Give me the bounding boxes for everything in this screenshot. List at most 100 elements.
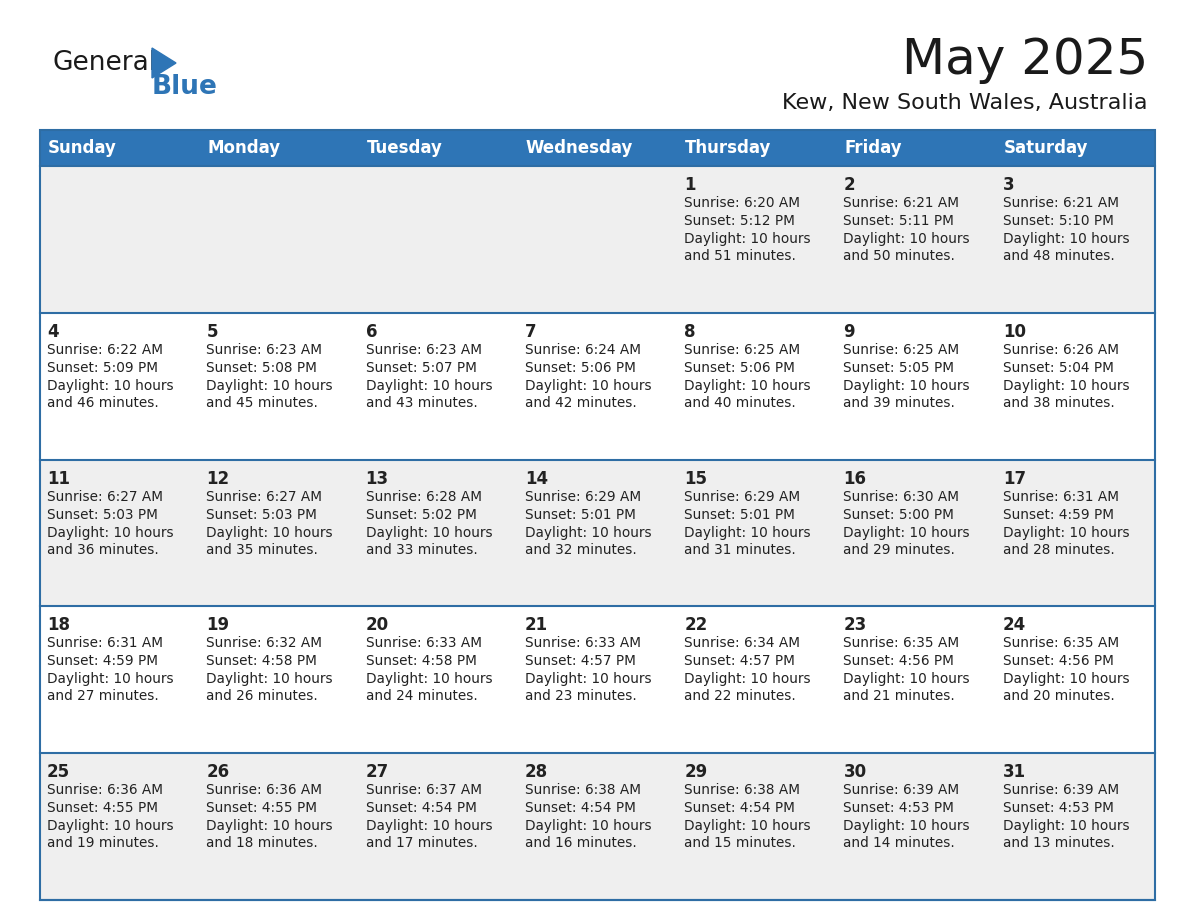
Text: Sunrise: 6:23 AM: Sunrise: 6:23 AM — [366, 342, 481, 357]
Text: and 45 minutes.: and 45 minutes. — [207, 396, 318, 409]
Text: and 29 minutes.: and 29 minutes. — [843, 543, 955, 556]
Text: Daylight: 10 hours: Daylight: 10 hours — [525, 379, 651, 393]
Text: Sunrise: 6:26 AM: Sunrise: 6:26 AM — [1003, 342, 1119, 357]
Text: and 17 minutes.: and 17 minutes. — [366, 836, 478, 850]
Text: 1: 1 — [684, 176, 696, 194]
Text: Sunset: 4:58 PM: Sunset: 4:58 PM — [366, 655, 476, 668]
Text: Sunset: 4:58 PM: Sunset: 4:58 PM — [207, 655, 317, 668]
Text: and 14 minutes.: and 14 minutes. — [843, 836, 955, 850]
Text: Daylight: 10 hours: Daylight: 10 hours — [843, 379, 971, 393]
Text: Sunrise: 6:27 AM: Sunrise: 6:27 AM — [207, 489, 322, 504]
Text: Sunset: 5:09 PM: Sunset: 5:09 PM — [48, 361, 158, 375]
Text: 14: 14 — [525, 470, 548, 487]
Text: Monday: Monday — [207, 139, 280, 157]
Text: 13: 13 — [366, 470, 388, 487]
Text: Daylight: 10 hours: Daylight: 10 hours — [684, 232, 810, 246]
Text: Daylight: 10 hours: Daylight: 10 hours — [525, 526, 651, 540]
Text: 5: 5 — [207, 323, 217, 341]
Text: Daylight: 10 hours: Daylight: 10 hours — [366, 526, 492, 540]
Text: and 36 minutes.: and 36 minutes. — [48, 543, 159, 556]
Text: Sunset: 5:08 PM: Sunset: 5:08 PM — [207, 361, 317, 375]
Text: and 35 minutes.: and 35 minutes. — [207, 543, 318, 556]
Text: Daylight: 10 hours: Daylight: 10 hours — [843, 526, 971, 540]
Text: Sunset: 5:06 PM: Sunset: 5:06 PM — [525, 361, 636, 375]
Text: Sunrise: 6:33 AM: Sunrise: 6:33 AM — [366, 636, 481, 650]
Text: and 28 minutes.: and 28 minutes. — [1003, 543, 1114, 556]
Text: Sunset: 5:10 PM: Sunset: 5:10 PM — [1003, 214, 1113, 228]
Text: Daylight: 10 hours: Daylight: 10 hours — [48, 819, 173, 834]
Text: 21: 21 — [525, 616, 548, 634]
Text: Sunrise: 6:38 AM: Sunrise: 6:38 AM — [684, 783, 801, 797]
Text: Sunset: 5:06 PM: Sunset: 5:06 PM — [684, 361, 795, 375]
Text: General: General — [52, 50, 156, 76]
Bar — [200, 130, 359, 166]
Bar — [40, 607, 1155, 753]
Text: Sunrise: 6:20 AM: Sunrise: 6:20 AM — [684, 196, 801, 210]
Text: 26: 26 — [207, 763, 229, 781]
Text: May 2025: May 2025 — [902, 36, 1148, 84]
Text: Sunrise: 6:35 AM: Sunrise: 6:35 AM — [1003, 636, 1119, 650]
Text: 18: 18 — [48, 616, 70, 634]
Text: Sunset: 4:57 PM: Sunset: 4:57 PM — [525, 655, 636, 668]
Text: and 51 minutes.: and 51 minutes. — [684, 249, 796, 263]
Text: 22: 22 — [684, 616, 707, 634]
Text: and 42 minutes.: and 42 minutes. — [525, 396, 637, 409]
Text: Sunset: 4:55 PM: Sunset: 4:55 PM — [48, 801, 158, 815]
Text: 10: 10 — [1003, 323, 1025, 341]
Bar — [677, 130, 836, 166]
Text: Blue: Blue — [152, 74, 217, 100]
Text: Sunrise: 6:22 AM: Sunrise: 6:22 AM — [48, 342, 163, 357]
Text: and 13 minutes.: and 13 minutes. — [1003, 836, 1114, 850]
Text: and 20 minutes.: and 20 minutes. — [1003, 689, 1114, 703]
Text: Daylight: 10 hours: Daylight: 10 hours — [843, 672, 971, 687]
Text: and 48 minutes.: and 48 minutes. — [1003, 249, 1114, 263]
Text: and 31 minutes.: and 31 minutes. — [684, 543, 796, 556]
Text: Daylight: 10 hours: Daylight: 10 hours — [207, 672, 333, 687]
Text: Sunset: 4:54 PM: Sunset: 4:54 PM — [525, 801, 636, 815]
Text: 23: 23 — [843, 616, 867, 634]
Text: Daylight: 10 hours: Daylight: 10 hours — [1003, 672, 1130, 687]
Text: Sunset: 5:12 PM: Sunset: 5:12 PM — [684, 214, 795, 228]
Text: 12: 12 — [207, 470, 229, 487]
Text: Sunrise: 6:24 AM: Sunrise: 6:24 AM — [525, 342, 640, 357]
Text: Daylight: 10 hours: Daylight: 10 hours — [207, 526, 333, 540]
Polygon shape — [152, 48, 176, 78]
Text: 19: 19 — [207, 616, 229, 634]
Text: Sunrise: 6:21 AM: Sunrise: 6:21 AM — [1003, 196, 1119, 210]
Text: and 23 minutes.: and 23 minutes. — [525, 689, 637, 703]
Text: Daylight: 10 hours: Daylight: 10 hours — [366, 379, 492, 393]
Text: Sunrise: 6:25 AM: Sunrise: 6:25 AM — [843, 342, 960, 357]
Text: 2: 2 — [843, 176, 855, 194]
Text: Sunrise: 6:38 AM: Sunrise: 6:38 AM — [525, 783, 640, 797]
Text: Sunset: 4:54 PM: Sunset: 4:54 PM — [366, 801, 476, 815]
Text: 9: 9 — [843, 323, 855, 341]
Text: Daylight: 10 hours: Daylight: 10 hours — [525, 819, 651, 834]
Text: Sunrise: 6:37 AM: Sunrise: 6:37 AM — [366, 783, 481, 797]
Text: Sunrise: 6:39 AM: Sunrise: 6:39 AM — [843, 783, 960, 797]
Text: Sunset: 5:01 PM: Sunset: 5:01 PM — [684, 508, 795, 521]
Text: and 46 minutes.: and 46 minutes. — [48, 396, 159, 409]
Text: 3: 3 — [1003, 176, 1015, 194]
Text: 30: 30 — [843, 763, 866, 781]
Text: Sunset: 5:04 PM: Sunset: 5:04 PM — [1003, 361, 1113, 375]
Text: Sunrise: 6:30 AM: Sunrise: 6:30 AM — [843, 489, 960, 504]
Text: Sunset: 5:07 PM: Sunset: 5:07 PM — [366, 361, 476, 375]
Text: Friday: Friday — [845, 139, 902, 157]
Text: Sunset: 4:56 PM: Sunset: 4:56 PM — [1003, 655, 1113, 668]
Text: 31: 31 — [1003, 763, 1026, 781]
Text: Sunset: 5:05 PM: Sunset: 5:05 PM — [843, 361, 954, 375]
Bar — [40, 460, 1155, 607]
Text: Daylight: 10 hours: Daylight: 10 hours — [366, 672, 492, 687]
Text: Daylight: 10 hours: Daylight: 10 hours — [1003, 526, 1130, 540]
Text: Thursday: Thursday — [685, 139, 771, 157]
Text: 28: 28 — [525, 763, 548, 781]
Text: Daylight: 10 hours: Daylight: 10 hours — [684, 672, 810, 687]
Text: Daylight: 10 hours: Daylight: 10 hours — [48, 672, 173, 687]
Text: and 16 minutes.: and 16 minutes. — [525, 836, 637, 850]
Text: 20: 20 — [366, 616, 388, 634]
Text: Sunrise: 6:29 AM: Sunrise: 6:29 AM — [525, 489, 642, 504]
Text: 11: 11 — [48, 470, 70, 487]
Text: Sunrise: 6:36 AM: Sunrise: 6:36 AM — [207, 783, 322, 797]
Bar — [40, 166, 1155, 313]
Text: Daylight: 10 hours: Daylight: 10 hours — [366, 819, 492, 834]
